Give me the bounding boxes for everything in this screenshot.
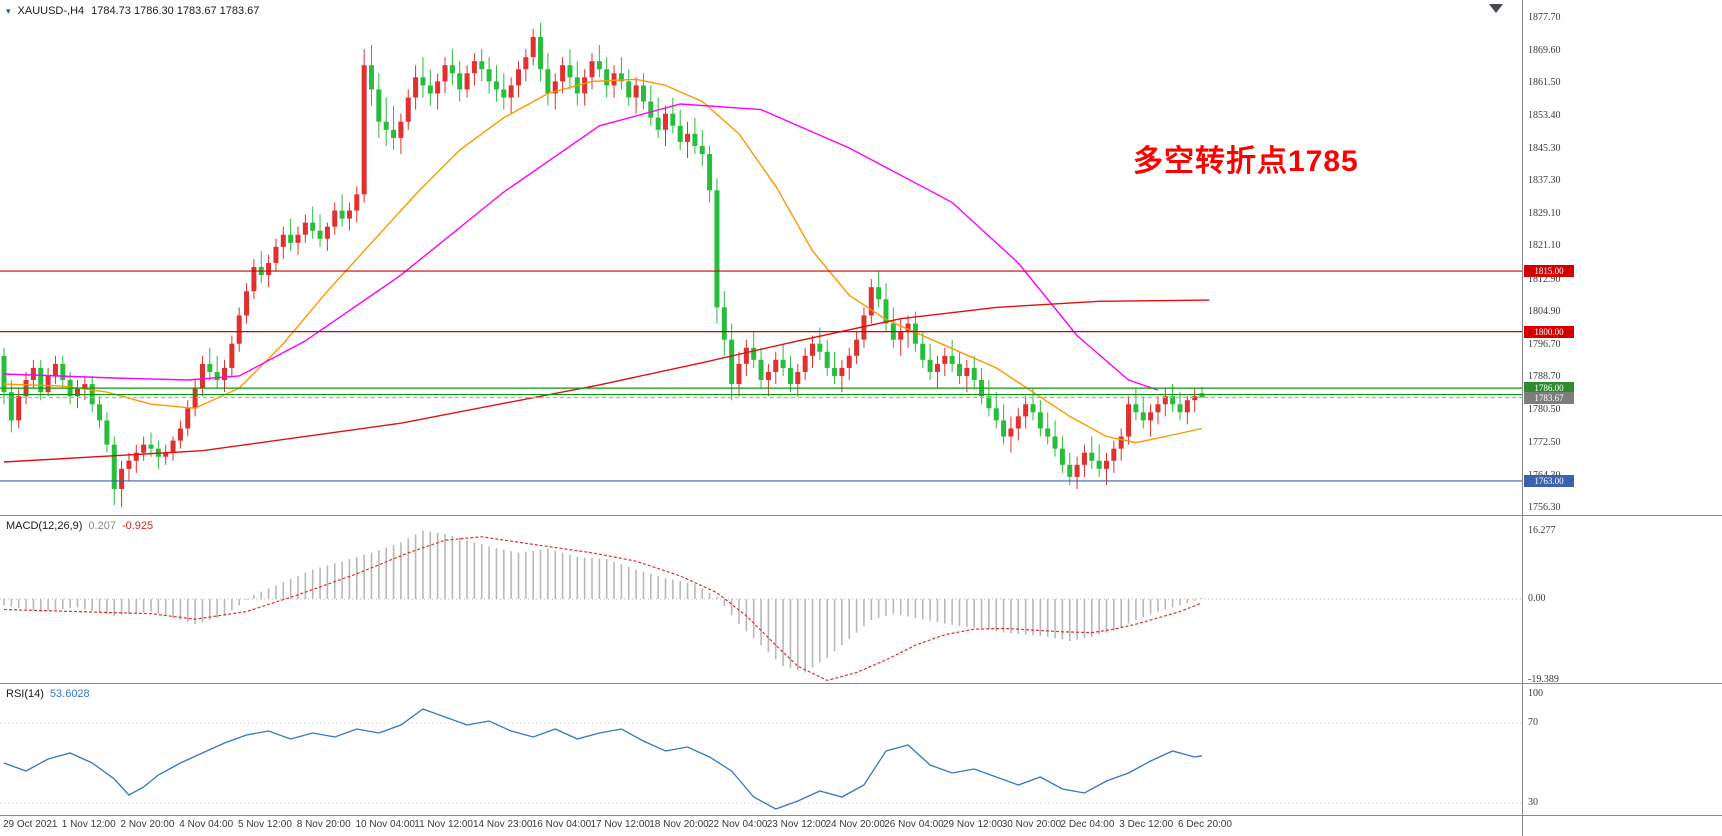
time-tick-label: 5 Nov 12:00 xyxy=(238,819,292,830)
price-tick-label: 1877.70 xyxy=(1528,12,1561,23)
time-tick-label: 30 Nov 20:00 xyxy=(1001,819,1062,830)
time-axis[interactable]: 29 Oct 2021 1 Nov 12:00 2 Nov 20:00 4 Nov 0… xyxy=(0,816,1722,836)
time-tick-label: 23 Nov 12:00 xyxy=(766,819,827,830)
time-tick-label: 4 Nov 04:00 xyxy=(179,819,234,830)
rsi-indicator-label: RSI(14) 53.6028 xyxy=(6,688,90,700)
macd-main-value: 0.207 xyxy=(88,520,116,532)
price-badge: 1783.67 xyxy=(1524,391,1574,404)
time-tick-label: 11 Nov 12:00 xyxy=(414,819,473,830)
time-tick-label: 14 Nov 23:00 xyxy=(473,819,533,830)
price-tick-label: 1804.90 xyxy=(1528,305,1561,317)
rsi-tick-label: 100 xyxy=(1528,688,1543,699)
price-badge: 1763.00 xyxy=(1524,474,1574,487)
macd-tick-label: -19.389 xyxy=(1528,674,1559,686)
time-tick-label: 17 Nov 12:00 xyxy=(590,819,651,830)
chart-menu-icon[interactable]: ▾ xyxy=(6,5,11,16)
price-badge: 1786.00 xyxy=(1524,382,1574,395)
time-tick-label: 2 Nov 20:00 xyxy=(120,819,175,830)
price-badge: 1815.00 xyxy=(1524,265,1574,278)
time-tick-label: 16 Nov 04:00 xyxy=(531,819,592,830)
macd-signal-value: -0.925 xyxy=(121,520,154,532)
time-tick-label: 29 Oct 2021 xyxy=(3,819,58,830)
macd-name: MACD(12,26,9) xyxy=(6,520,83,532)
time-tick-label: 3 Dec 12:00 xyxy=(1119,819,1174,830)
price-tick-label: 1780.50 xyxy=(1528,404,1561,416)
price-tick-label: 1869.60 xyxy=(1528,44,1561,56)
price-tick-label: 1812.90 xyxy=(1528,273,1561,285)
price-axis[interactable] xyxy=(1522,0,1722,836)
rsi-tick-label: 30 xyxy=(1528,797,1538,808)
time-tick-label: 24 Nov 20:00 xyxy=(825,819,886,830)
macd-indicator-label: MACD(12,26,9) 0.207 -0.925 xyxy=(6,520,153,532)
price-tick-label: 1788.70 xyxy=(1528,371,1561,383)
time-tick-label: 29 Nov 12:00 xyxy=(943,819,1003,830)
symbol-timeframe-label: XAUUSD-,H4 xyxy=(17,5,85,17)
macd-tick-label: 16.277 xyxy=(1528,524,1556,536)
rsi-name: RSI(14) xyxy=(6,688,44,700)
time-tick-label: 1 Nov 12:00 xyxy=(61,819,116,830)
price-tick-label: 1772.50 xyxy=(1528,436,1561,448)
time-tick-label: 22 Nov 04:00 xyxy=(708,819,768,830)
ma-slow-line xyxy=(3,299,1210,463)
price-tick-label: 1845.30 xyxy=(1528,142,1561,154)
time-tick-label: 2 Dec 04:00 xyxy=(1060,819,1115,830)
price-tick-label: 1821.10 xyxy=(1528,240,1561,252)
price-annotation: 多空转折点1785 xyxy=(1133,145,1359,178)
scroll-to-end-icon[interactable] xyxy=(1489,4,1503,13)
time-tick-label: 26 Nov 04:00 xyxy=(884,819,944,830)
ma-medium-line xyxy=(3,103,1159,391)
price-tick-label: 1796.70 xyxy=(1528,338,1561,350)
price-tick-label: 1829.10 xyxy=(1528,208,1561,220)
chart-header: ▾ XAUUSD-,H4 1784.73 1786.30 1783.67 178… xyxy=(6,5,259,17)
price-tick-label: 1861.50 xyxy=(1528,77,1561,89)
time-tick-label: 10 Nov 04:00 xyxy=(355,819,416,830)
time-tick-label: 8 Nov 20:00 xyxy=(296,819,351,830)
price-badge: 1800.00 xyxy=(1524,325,1574,338)
price-tick-label: 1837.30 xyxy=(1528,175,1561,187)
rsi-tick-label: 70 xyxy=(1528,717,1538,728)
ohlc-values: 1784.73 1786.30 1783.67 1783.67 xyxy=(91,5,260,17)
rsi-value: 53.6028 xyxy=(49,688,90,700)
price-tick-label: 1756.30 xyxy=(1528,501,1561,513)
price-tick-label: 1853.40 xyxy=(1528,110,1561,122)
time-tick-label: 6 Dec 20:00 xyxy=(1178,819,1232,830)
macd-tick-label: 0.00 xyxy=(1528,593,1546,604)
time-tick-label: 18 Nov 20:00 xyxy=(649,819,709,830)
